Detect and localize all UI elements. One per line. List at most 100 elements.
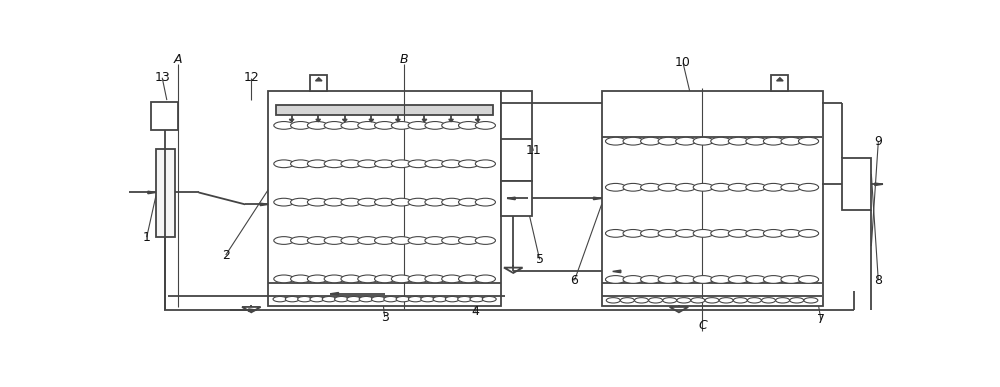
Polygon shape (449, 119, 453, 122)
Circle shape (623, 183, 643, 191)
Circle shape (375, 198, 395, 206)
Circle shape (421, 296, 435, 302)
Circle shape (445, 296, 459, 302)
Circle shape (442, 160, 462, 168)
Circle shape (358, 198, 378, 206)
Text: 4: 4 (471, 305, 479, 318)
Circle shape (341, 122, 361, 129)
Circle shape (324, 160, 344, 168)
Circle shape (274, 275, 294, 283)
Circle shape (459, 160, 479, 168)
Text: C: C (698, 319, 707, 332)
Circle shape (459, 122, 479, 129)
Circle shape (408, 122, 428, 129)
Circle shape (274, 236, 294, 244)
Text: 6: 6 (571, 274, 578, 287)
Polygon shape (289, 119, 294, 122)
Circle shape (307, 236, 328, 244)
Circle shape (676, 229, 696, 237)
Circle shape (408, 236, 428, 244)
Circle shape (358, 122, 378, 129)
Circle shape (375, 275, 395, 283)
Text: 3: 3 (381, 310, 389, 324)
Circle shape (733, 298, 747, 303)
Circle shape (728, 276, 748, 283)
Circle shape (676, 137, 696, 145)
Polygon shape (316, 119, 321, 122)
Polygon shape (342, 119, 347, 122)
Circle shape (693, 276, 713, 283)
Circle shape (762, 298, 776, 303)
Circle shape (475, 122, 495, 129)
Circle shape (459, 236, 479, 244)
Text: 10: 10 (675, 57, 691, 69)
Circle shape (310, 296, 324, 302)
Polygon shape (875, 183, 883, 185)
Circle shape (711, 276, 731, 283)
Circle shape (663, 298, 677, 303)
Circle shape (341, 236, 361, 244)
Text: 13: 13 (154, 71, 170, 84)
Circle shape (396, 296, 410, 302)
Circle shape (322, 296, 336, 302)
Circle shape (693, 183, 713, 191)
Circle shape (623, 137, 643, 145)
Circle shape (658, 183, 678, 191)
Circle shape (641, 183, 661, 191)
Circle shape (384, 296, 398, 302)
Circle shape (433, 296, 447, 302)
Circle shape (324, 275, 344, 283)
Circle shape (347, 296, 361, 302)
Circle shape (425, 275, 445, 283)
Circle shape (470, 296, 484, 302)
Circle shape (711, 183, 731, 191)
Circle shape (324, 236, 344, 244)
Circle shape (641, 137, 661, 145)
Circle shape (371, 296, 385, 302)
Bar (501, 180, 532, 216)
Circle shape (693, 229, 713, 237)
Circle shape (475, 198, 495, 206)
Polygon shape (330, 293, 339, 295)
Text: A: A (173, 53, 182, 66)
Circle shape (442, 236, 462, 244)
Circle shape (746, 229, 766, 237)
Circle shape (658, 276, 678, 283)
Circle shape (635, 298, 648, 303)
Circle shape (291, 122, 311, 129)
Circle shape (425, 122, 445, 129)
Text: 5: 5 (536, 253, 544, 266)
Circle shape (274, 122, 294, 129)
Circle shape (291, 236, 311, 244)
Bar (268, 91, 501, 306)
Circle shape (307, 160, 328, 168)
Circle shape (606, 276, 626, 283)
Text: 7: 7 (817, 313, 825, 327)
Circle shape (408, 160, 428, 168)
Circle shape (641, 229, 661, 237)
Circle shape (307, 275, 328, 283)
Circle shape (781, 276, 801, 283)
Circle shape (425, 160, 445, 168)
Circle shape (747, 298, 761, 303)
Text: B: B (400, 53, 408, 66)
Circle shape (719, 298, 733, 303)
Circle shape (442, 122, 462, 129)
Circle shape (274, 198, 294, 206)
Circle shape (620, 298, 634, 303)
Circle shape (324, 198, 344, 206)
Circle shape (358, 160, 378, 168)
Polygon shape (315, 78, 322, 81)
Circle shape (475, 160, 495, 168)
Circle shape (273, 296, 287, 302)
Circle shape (358, 275, 378, 283)
Circle shape (676, 276, 696, 283)
Polygon shape (777, 78, 783, 81)
Circle shape (425, 236, 445, 244)
Bar (602, 91, 822, 306)
Circle shape (676, 183, 696, 191)
Circle shape (475, 275, 495, 283)
Text: 8: 8 (874, 274, 882, 287)
Circle shape (459, 198, 479, 206)
Circle shape (711, 229, 731, 237)
